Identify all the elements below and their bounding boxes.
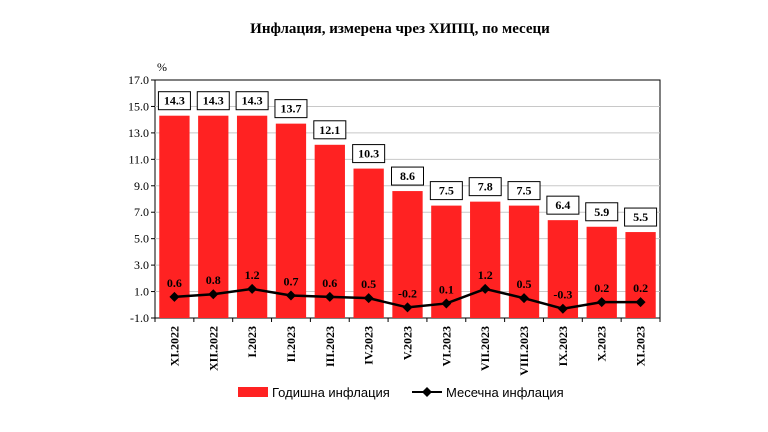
bar-label-box [313,120,347,140]
bar-value-label: 7.8 [478,180,493,194]
x-tick-label: VII.2023 [478,326,492,371]
bar-value-label: 5.9 [594,205,609,219]
x-tick-label: II.2023 [284,326,298,362]
bar [353,168,384,318]
y-tick-label: -1.0 [130,311,149,325]
line-value-label: 0.5 [517,277,532,291]
bar-label-box [585,202,619,222]
line-value-label: 0.2 [594,281,609,295]
bar-value-label: 5.5 [633,210,648,224]
bar-label-box [429,181,463,201]
bar-label-box [546,195,580,215]
bar [547,220,579,318]
bar-value-label: 8.6 [400,169,415,183]
line-point [519,293,530,304]
bar [470,201,501,318]
line-value-label: 0.5 [361,277,376,291]
legend-swatch-annual [238,387,268,397]
x-tick-label: III.2023 [323,326,337,367]
bars [159,115,656,318]
bar-value-label: 7.5 [439,184,454,198]
bar-value-label: 6.4 [555,198,570,212]
y-tick-label: 1.0 [134,285,149,299]
line-point [480,283,491,294]
legend-marker-monthly [422,387,432,397]
bar [314,144,345,318]
bar-label-box [624,207,658,227]
y-tick-label: 15.0 [128,99,149,113]
bar-value-label: 14.3 [242,94,263,108]
bar-label-box [391,166,424,186]
x-tick-label: XI.2022 [167,326,181,366]
line-point [441,298,452,309]
bar-label-box [507,181,541,201]
y-axis-label: % [157,60,167,74]
x-tick-label: V.2023 [401,326,415,360]
y-tick-label: 17.0 [128,73,149,87]
bar-value-label: 10.3 [358,147,379,161]
line-value-label: 0.6 [167,276,182,290]
line-point [557,303,568,314]
bar-value-label: 13.7 [280,102,301,116]
bar-value-label: 12.1 [319,123,340,137]
bar-label-box [196,91,230,111]
bar [275,123,307,318]
line-point [635,297,646,308]
line-point [169,291,180,302]
line-point [596,297,607,308]
line-point [363,293,374,304]
x-tick-label: IX.2023 [556,326,570,366]
x-tick-label: IV.2023 [362,326,376,365]
x-tick-label: XI.2023 [634,326,648,366]
line-point [285,290,296,301]
chart-title: Инфлация, измерена чрез ХИПЦ, по месеци [250,21,550,37]
bar-value-label: 7.5 [517,184,532,198]
line-value-label: 1.2 [478,268,493,282]
y-axis-ticks: 17.0 15.0 13.0 11.0 9.0 7.0 5.0 3.0 1.0 -1.0 [128,73,155,325]
y-tick-label: 13.0 [128,126,149,140]
x-axis-ticks: XI.2022 XII.2022 I.2023 II.2023 III.2023 IV.2… [154,318,661,376]
x-tick-label: X.2023 [595,326,609,362]
line-value-label: 0.6 [322,276,337,290]
bar-label-box [274,99,308,119]
x-tick-label: XII.2022 [206,326,220,371]
y-tick-label: 11.0 [128,152,149,166]
bar [198,115,229,318]
bar-value-label: 14.3 [164,94,185,108]
bar [159,115,190,318]
legend-label-monthly: Месечна инфлация [446,385,564,400]
y-tick-label: 3.0 [134,258,149,272]
line-value-label: 0.7 [283,275,298,289]
y-tick-label: 7.0 [134,205,149,219]
y-tick-label: 9.0 [134,179,149,193]
line-value-label: 0.2 [633,281,648,295]
bar-label-box [468,177,502,197]
x-tick-label: VIII.2023 [517,326,531,376]
line-value-labels: 0.6 0.8 1.2 0.7 0.6 0.5 -0.2 0.1 1.2 0.5 -0.3 0.2 0.… [167,268,648,302]
line-value-label: 0.1 [439,282,454,296]
bar-label-box [352,144,386,164]
x-tick-label: VI.2023 [439,326,453,366]
line-point [247,283,258,294]
line-value-label: 1.2 [245,268,260,282]
legend: Годишна инфлация Месечна инфлация [238,385,564,400]
bar-value-labels: 14.3 14.3 14.3 13.7 12.1 10.3 8.6 7.5 7.8 7.5 6.4 5… [157,91,658,227]
line-value-label: 0.8 [206,273,221,287]
bar-label-box [235,91,269,111]
line-value-label: -0.2 [398,286,417,300]
bar-label-box [157,91,191,111]
bar [392,191,423,318]
line-point [402,302,413,313]
line-value-label: -0.3 [553,288,572,302]
bar-value-label: 14.3 [203,94,224,108]
line-point [208,289,219,300]
x-tick-label: I.2023 [245,326,259,358]
legend-label-annual: Годишна инфлация [272,385,390,400]
y-tick-label: 5.0 [134,232,149,246]
monthly-inflation-line [169,283,646,314]
line-point [324,291,335,302]
